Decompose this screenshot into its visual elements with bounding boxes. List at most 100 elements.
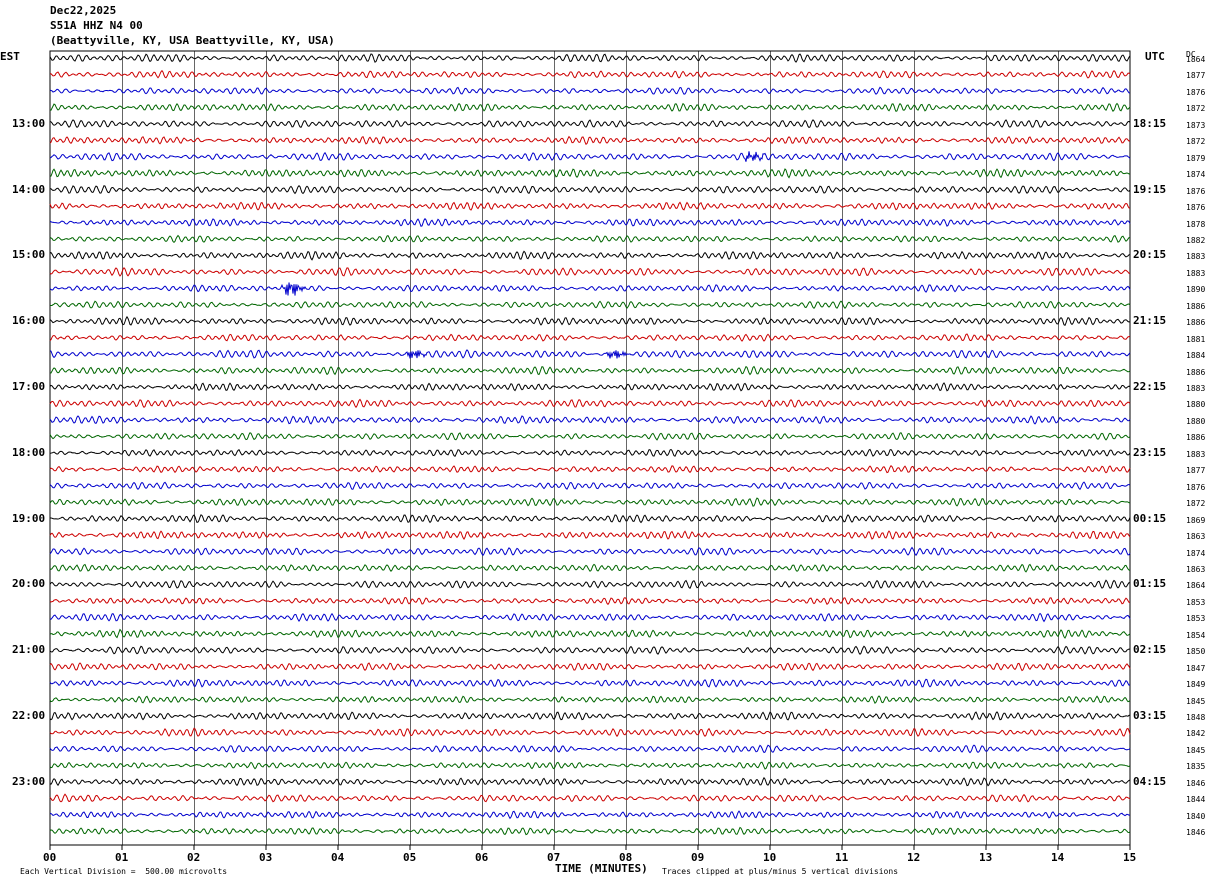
est-hour-label: 20:00 [12, 577, 46, 591]
x-tick-label: 05 [403, 851, 417, 864]
plot-frame [49, 50, 1131, 846]
dc-offset-label: 1879 [1186, 153, 1206, 163]
trace-line [49, 826, 1131, 836]
utc-hour-label: 18:15 [1133, 116, 1167, 130]
trace-line [49, 300, 1131, 310]
trace-line [49, 448, 1131, 457]
x-tick-label: 10 [763, 851, 777, 864]
trace-line [50, 185, 1131, 195]
dc-offset-label: 1869 [1186, 515, 1206, 525]
dc-offset-label: 1880 [1186, 416, 1206, 426]
trace-line [49, 201, 1131, 211]
x-tick-label: 15 [1123, 851, 1137, 864]
dc-offset-label: 1873 [1186, 120, 1206, 130]
x-axis-title: TIME (MINUTES) [555, 862, 648, 875]
est-hour-label: 15:00 [12, 248, 46, 262]
utc-hour-label: 03:15 [1133, 709, 1167, 722]
trace-line [49, 761, 1131, 770]
trace-line [49, 662, 1131, 672]
header-station: S51A HHZ N4 00 [50, 19, 143, 32]
dc-offset-label: 1863 [1186, 532, 1206, 542]
est-hour-label: 19:00 [12, 511, 46, 525]
dc-offset-label: 1883 [1186, 252, 1206, 262]
dc-offset-label: 1872 [1186, 137, 1206, 147]
clip-note: Traces clipped at plus/minus 5 vertical … [662, 867, 899, 876]
header-date: Dec22,2025 [50, 4, 117, 17]
utc-label: UTC [1145, 50, 1165, 63]
trace-line [49, 382, 1131, 392]
dc-offset-label: 1890 [1186, 285, 1206, 295]
dc-offset-label: 1886 [1186, 367, 1206, 377]
dc-offset-label: 1863 [1186, 564, 1206, 574]
trace-line [49, 546, 1131, 557]
trace-line [49, 365, 1131, 376]
dc-offset-label: 1883 [1186, 384, 1206, 393]
trace-line [49, 217, 1131, 227]
est-hour-label: 21:00 [12, 643, 46, 657]
trace-line [49, 135, 1131, 145]
utc-hour-label: 21:15 [1133, 314, 1167, 328]
est-hour-label: 13:00 [12, 116, 46, 130]
trace-line [49, 628, 1131, 639]
trace-line [49, 398, 1131, 409]
dc-offset-label: 1872 [1186, 104, 1206, 114]
trace-line [49, 563, 1131, 573]
trace-line [49, 744, 1131, 754]
utc-hour-label: 23:15 [1133, 445, 1167, 459]
trace-line [49, 333, 1131, 342]
trace-line [49, 415, 1131, 425]
dc-offset-label: 1882 [1186, 235, 1206, 245]
trace-line [49, 464, 1131, 474]
trace-line [49, 282, 1131, 296]
trace-line [49, 596, 1131, 606]
trace-line [49, 497, 1131, 507]
dc-offset-label: 1877 [1186, 466, 1206, 476]
utc-hour-label: 20:15 [1133, 248, 1167, 262]
utc-hour-label: 02:15 [1133, 643, 1167, 657]
trace-line [49, 86, 1131, 95]
x-tick-label: 08 [619, 851, 633, 864]
x-tick-label: 07 [547, 851, 561, 864]
dc-offset-label: 1872 [1186, 499, 1206, 509]
dc-offset-label: 1886 [1186, 301, 1206, 311]
utc-hour-label: 01:15 [1133, 577, 1167, 591]
dc-offset-label: 1864 [1186, 581, 1206, 591]
dc-offset-label: 1864 [1186, 55, 1206, 64]
dc-offset-label: 1849 [1186, 680, 1206, 690]
dc-offset-label: 1844 [1186, 795, 1206, 805]
trace-line [49, 612, 1131, 623]
est-hour-label: 17:00 [12, 380, 46, 393]
dc-offset-label: 1876 [1186, 203, 1206, 213]
x-tick-label: 06 [475, 851, 489, 864]
trace-line [49, 514, 1131, 524]
dc-offset-label: 1845 [1186, 745, 1206, 755]
dc-offset-label: 1874 [1186, 548, 1206, 558]
dc-offset-label: 1845 [1186, 696, 1206, 706]
dc-offset-label: 1881 [1186, 334, 1206, 344]
dc-offset-label: 1884 [1186, 351, 1206, 361]
dc-offset-label: 1880 [1186, 400, 1206, 410]
est-hour-label: 16:00 [12, 314, 46, 328]
x-tick-label: 03 [259, 851, 273, 864]
utc-hour-label: 22:15 [1133, 380, 1167, 393]
est-hour-label: 23:00 [12, 774, 46, 788]
est-hour-label: 18:00 [12, 445, 46, 459]
dc-offset-label: 1848 [1186, 713, 1206, 722]
x-tick-label: 11 [835, 851, 849, 864]
dc-offset-label: 1846 [1186, 778, 1206, 788]
trace-line [49, 645, 1131, 656]
dc-offset-label: 1874 [1186, 170, 1206, 180]
dc-offset-label: 1835 [1186, 762, 1206, 772]
x-tick-label: 13 [979, 851, 993, 864]
trace-line [49, 234, 1131, 244]
dc-offset-label: 1840 [1186, 811, 1206, 821]
trace-line [49, 579, 1131, 589]
dc-offset-label: 1850 [1186, 647, 1206, 657]
x-tick-label: 14 [1051, 851, 1065, 864]
dc-offset-label: 1876 [1186, 87, 1206, 97]
dc-offset-label: 1877 [1186, 71, 1206, 81]
x-tick-label: 04 [331, 851, 345, 864]
trace-line [49, 102, 1131, 112]
trace-line [49, 530, 1131, 540]
